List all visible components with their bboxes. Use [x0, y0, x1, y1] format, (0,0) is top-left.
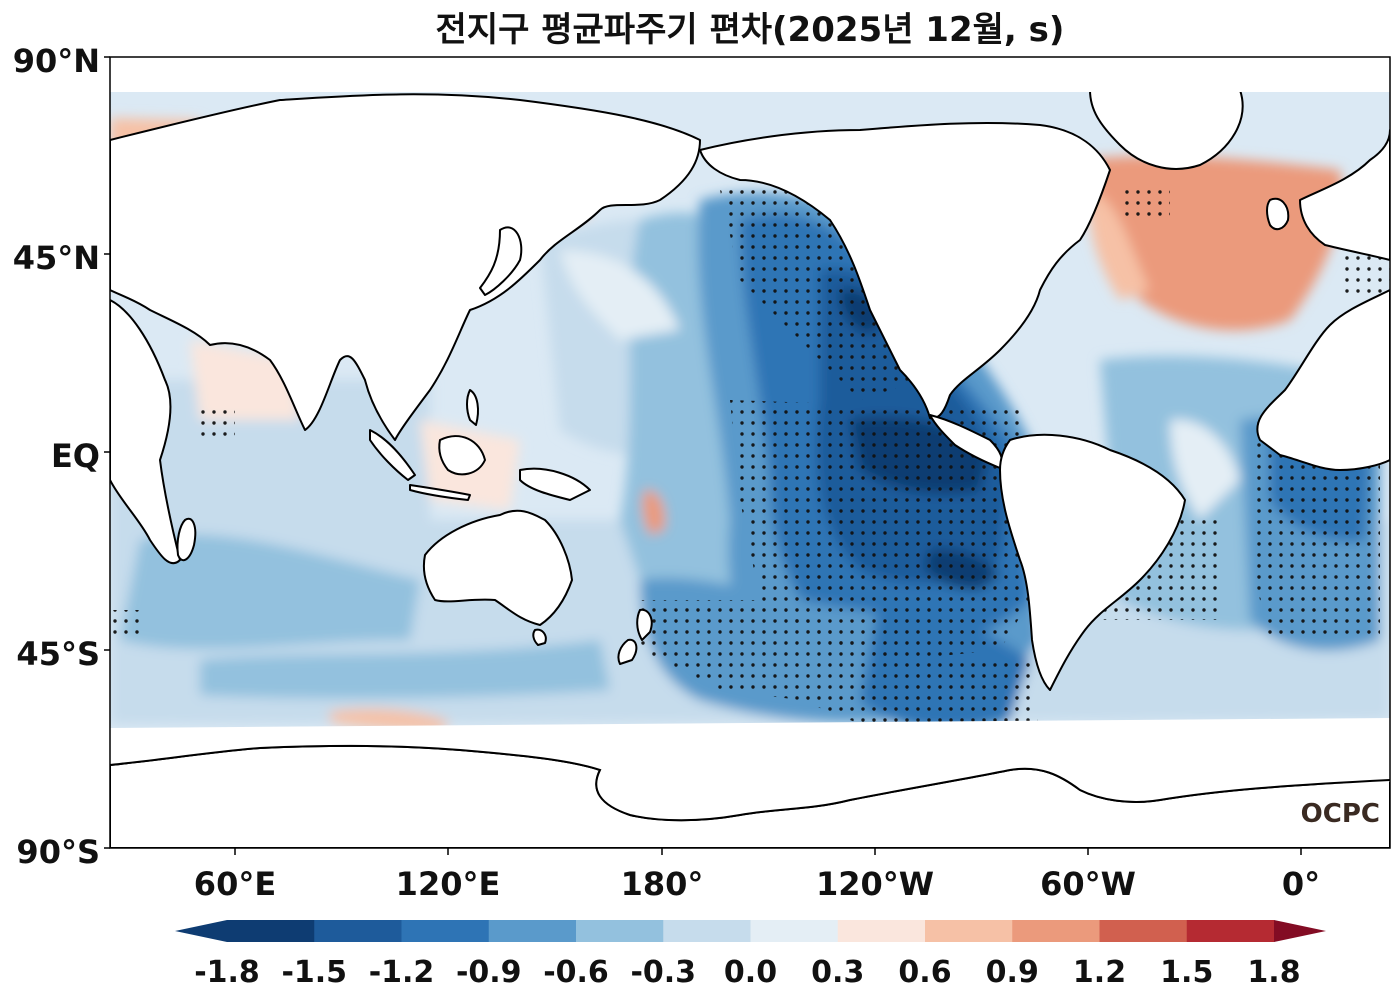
colorbar-segments: [175, 920, 1326, 942]
antarctica-coastline: [110, 744, 1390, 822]
colorbar: -1.8 -1.5 -1.2 -0.9 -0.6 -0.3 0.0 0.3 0.6 0.9 1.2 1…: [175, 920, 1326, 990]
latitude-axis: 90°N 45°N EQ 45°S 90°S: [13, 42, 110, 871]
colorbar-tick-label: -1.8: [194, 955, 260, 990]
land-philippines: [466, 389, 479, 426]
colorbar-tick-label: -0.6: [543, 955, 609, 990]
sea-ice-region: [110, 718, 1390, 821]
lat-label-45s: 45°S: [16, 635, 100, 673]
colorbar-segment: [925, 920, 1013, 942]
colorbar-tick-labels: -1.8 -1.5 -1.2 -0.9 -0.6 -0.3 0.0 0.3 0.6 0.9 1.2 1…: [194, 955, 1300, 990]
colorbar-extend-low: [175, 920, 227, 942]
colorbar-segment: [576, 920, 664, 942]
colorbar-segment: [1012, 920, 1100, 942]
land-sumatra: [369, 429, 416, 481]
land-borneo: [438, 435, 486, 476]
colorbar-tick-label: 1.8: [1247, 955, 1300, 990]
stipple-arabian: [195, 405, 235, 440]
land-africa: [110, 299, 181, 565]
stipple-tropical-pacific: [730, 400, 1030, 660]
colorbar-tick-label: 0.0: [724, 955, 777, 990]
stipple-europe: [1340, 250, 1390, 300]
colorbar-segment: [1186, 920, 1275, 942]
colorbar-tick-label: 1.2: [1073, 955, 1126, 990]
lon-label-120w: 120°W: [816, 865, 934, 903]
colorbar-segment: [488, 920, 577, 942]
colorbar-tick-label: 0.3: [811, 955, 864, 990]
colorbar-tick-label: 0.9: [986, 955, 1039, 990]
colorbar-segment: [227, 920, 315, 942]
anomaly-north-atlantic-edge: [1089, 190, 1150, 300]
land-australia: [422, 509, 573, 626]
colorbar-tick-label: 1.5: [1160, 955, 1213, 990]
colorbar-tick-label: -0.9: [456, 955, 522, 990]
land-new-guinea: [519, 467, 591, 501]
lon-label-0: 0°: [1282, 865, 1320, 903]
colorbar-segment: [314, 920, 402, 942]
colorbar-tick-label: -1.5: [281, 955, 347, 990]
land-north-america: [699, 121, 1111, 420]
stipple-east-pacific-north: [720, 190, 920, 400]
lon-label-60w: 60°W: [1040, 865, 1136, 903]
colorbar-segment: [837, 920, 926, 942]
anomaly-north-pacific-light: [560, 250, 680, 340]
land-uk: [1266, 197, 1290, 231]
longitude-axis: 60°E 120°E 180° 120°W 60°W 0°: [194, 848, 1320, 903]
lat-label-90n: 90°N: [13, 42, 100, 80]
lon-label-120e: 120°E: [396, 865, 501, 903]
stipple-south-pacific: [640, 600, 1040, 740]
stipple-east-atlantic: [1250, 420, 1380, 640]
colorbar-segment: [401, 920, 490, 942]
arctic-region: [110, 57, 1390, 92]
land-south-america: [999, 433, 1186, 691]
colorbar-segment: [1099, 920, 1188, 942]
colorbar-segment: [750, 920, 839, 942]
land-new-zealand-north: [636, 608, 653, 641]
land-africa-west: [1256, 289, 1390, 471]
land-new-zealand-south: [617, 638, 638, 665]
map-title: 전지구 평균파주기 편차(2025년 12월, s): [436, 10, 1065, 50]
colorbar-tick-label: -0.3: [630, 955, 696, 990]
lat-label-45n: 45°N: [13, 239, 100, 277]
anomaly-indian-south: [120, 534, 420, 649]
anomaly-sw-pacific-red: [642, 489, 666, 535]
lon-label-60e: 60°E: [194, 865, 276, 903]
colorbar-tick-label: 0.6: [898, 955, 951, 990]
ocpc-logo: OCPC: [1301, 799, 1380, 829]
lat-label-eq: EQ: [51, 437, 100, 475]
land-tasmania: [532, 628, 547, 646]
stipple-southwest-indian: [110, 610, 140, 640]
lon-label-180: 180°: [621, 865, 704, 903]
land-madagascar: [176, 517, 197, 562]
land-japan: [479, 226, 523, 296]
stippling: [110, 190, 1390, 740]
anomaly-south-indian-band: [200, 640, 610, 699]
colorbar-extend-high: [1274, 920, 1326, 942]
colorbar-segment: [663, 920, 751, 942]
land-europe: [1299, 129, 1390, 261]
land: [110, 57, 1390, 848]
land-eurasia: [110, 93, 701, 441]
land-java: [409, 484, 471, 501]
lat-label-90s: 90°S: [16, 833, 100, 871]
colorbar-tick-label: -1.2: [369, 955, 435, 990]
stipple-north-atlantic: [1120, 190, 1170, 220]
anomaly-atlantic-light: [1170, 419, 1240, 520]
map-area: OCPC: [110, 57, 1390, 848]
